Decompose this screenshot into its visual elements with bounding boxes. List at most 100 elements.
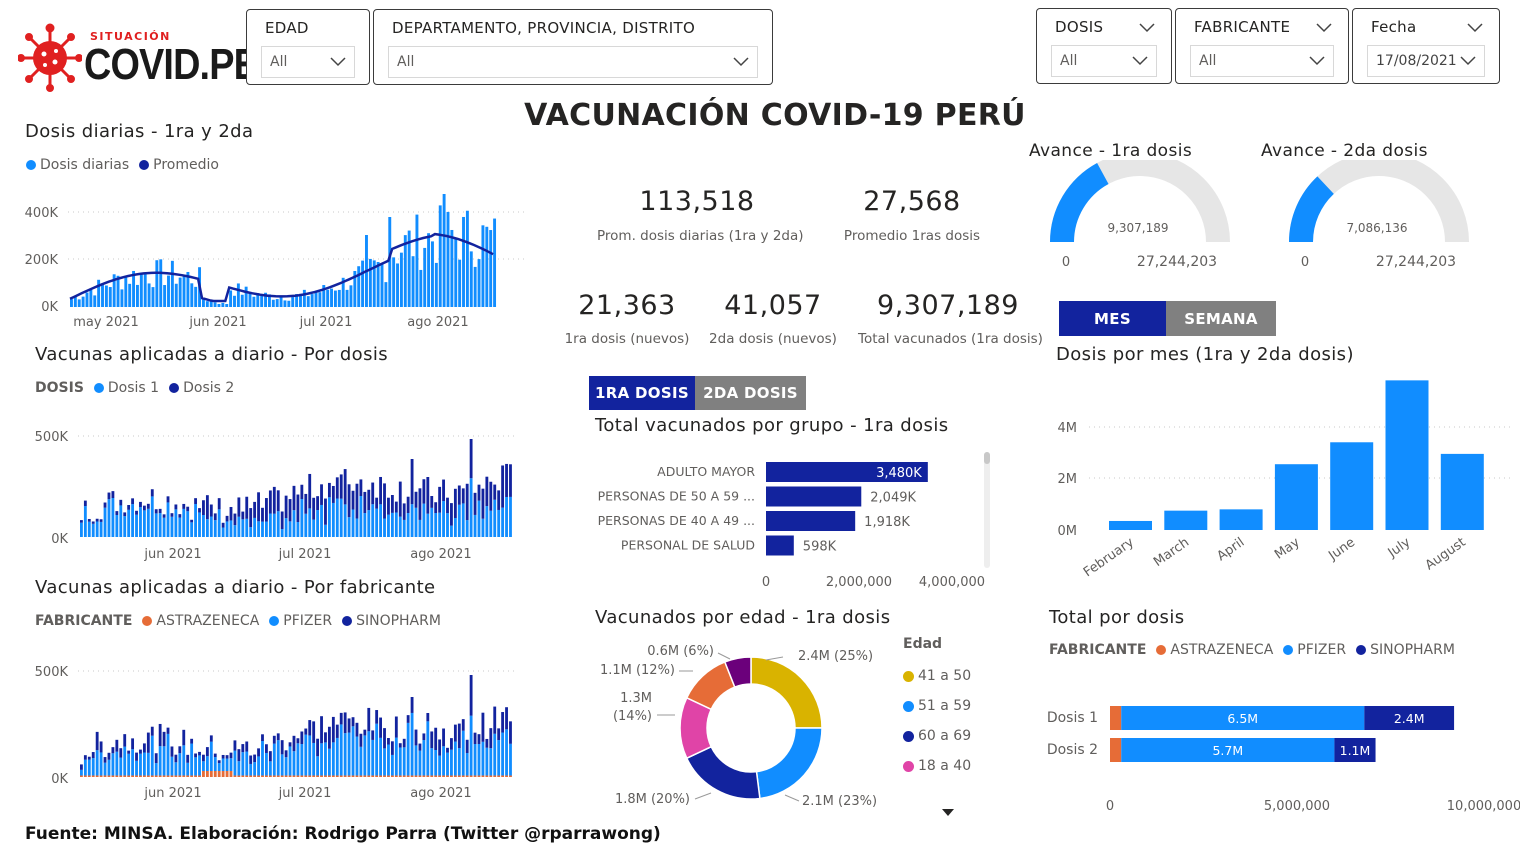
- fabricante-dropdown[interactable]: All: [1190, 45, 1334, 77]
- dosis-segment-label: 6.5M: [1227, 711, 1258, 726]
- dosis2-bar: [477, 484, 481, 501]
- astrazeneca-bar: [461, 775, 465, 777]
- chevron-down-icon[interactable]: [1316, 23, 1332, 33]
- legend-scroll-down-icon[interactable]: [941, 808, 955, 817]
- donut-label: 1.1M (12%): [600, 663, 675, 678]
- sinopharm-bar: [233, 740, 237, 751]
- chevron-down-icon: [733, 57, 749, 67]
- daily-bar: [431, 241, 434, 307]
- dosis1-bar: [194, 503, 197, 537]
- astrazeneca-bar: [450, 775, 453, 777]
- dosis1-bar: [261, 521, 264, 537]
- sinopharm-bar: [485, 738, 489, 748]
- astrazeneca-bar: [390, 775, 394, 777]
- astrazeneca-bar: [111, 775, 115, 777]
- astrazeneca-bar: [308, 775, 312, 777]
- dosis-stack-segment: [1110, 706, 1122, 730]
- fecha-slicer[interactable]: Fecha 17/08/2021: [1352, 8, 1500, 84]
- legend-row: 51 a 59: [903, 691, 971, 721]
- gauge-value: 7,086,136: [1346, 221, 1407, 235]
- month-bar: [1109, 520, 1152, 530]
- daily-bar: [77, 299, 81, 307]
- tab-2da-dosis[interactable]: 2DA DOSIS: [695, 376, 806, 410]
- astrazeneca-bar: [166, 775, 170, 777]
- daily-bar: [318, 292, 322, 307]
- daily-bar: [407, 230, 411, 307]
- grupo-title: Total vacunados por grupo - 1ra dosis: [595, 415, 949, 436]
- chevron-down-icon[interactable]: [1139, 23, 1155, 33]
- daily-bar: [167, 275, 170, 307]
- grupo-bar: [766, 511, 856, 531]
- chevron-down-icon[interactable]: [1467, 23, 1483, 33]
- ubicacion-slicer[interactable]: DEPARTAMENTO, PROVINCIA, DISTRITO All: [373, 9, 773, 85]
- pfizer-bar: [91, 758, 95, 776]
- daily-bar: [252, 296, 256, 307]
- dosis2-bar: [284, 495, 288, 519]
- scrollbar-thumb[interactable]: [984, 452, 990, 464]
- tab-mes[interactable]: MES: [1059, 301, 1166, 336]
- y-tick: 400K: [25, 206, 59, 221]
- dosis1-bar: [202, 515, 205, 537]
- pfizer-bar: [229, 758, 233, 771]
- daily-bar: [147, 283, 151, 307]
- pfizer-bar: [497, 740, 501, 776]
- edad-dropdown[interactable]: All: [261, 46, 355, 78]
- sinopharm-bar: [473, 732, 477, 745]
- daily-bar: [454, 237, 458, 307]
- astrazeneca-bar: [284, 775, 288, 777]
- pfizer-bar: [135, 760, 138, 776]
- sinopharm-bar: [430, 731, 434, 749]
- dosis1-bar: [296, 522, 300, 537]
- fabricante-slicer[interactable]: FABRICANTE All: [1175, 8, 1349, 84]
- dosis1-bar: [186, 511, 190, 537]
- tab-semana[interactable]: SEMANA: [1166, 301, 1276, 336]
- legend-dot: [93, 383, 104, 393]
- sinopharm-bar: [268, 751, 272, 762]
- dosis-dropdown[interactable]: All: [1051, 45, 1157, 77]
- pfizer-bar: [131, 749, 135, 776]
- chevron-down-icon: [330, 57, 346, 67]
- legend-item: Dosis diarias: [40, 157, 130, 173]
- legend-title: Edad: [903, 636, 943, 652]
- astrazeneca-bar: [198, 775, 201, 777]
- dosis-slicer[interactable]: DOSIS All: [1036, 8, 1172, 84]
- daily-bar: [194, 286, 198, 307]
- astrazeneca-bar: [485, 775, 489, 777]
- daily-chart: 400K 200K 0K may 2021 jun 2021 jul 2021 …: [25, 194, 525, 330]
- dosis2-bar: [493, 484, 497, 500]
- pfizer-bar: [390, 754, 394, 776]
- daily-bar: [233, 295, 236, 307]
- astrazeneca-bar: [186, 775, 190, 777]
- donut-slice: [755, 727, 823, 800]
- ubicacion-dropdown[interactable]: All: [388, 46, 758, 78]
- grupo-category-label: PERSONAS DE 50 A 59 ...: [598, 489, 755, 504]
- pfizer-bar: [304, 734, 308, 776]
- dosis1-bar: [174, 509, 178, 537]
- fecha-dropdown[interactable]: 17/08/2021: [1367, 45, 1485, 77]
- astrazeneca-bar: [379, 775, 382, 777]
- legend-row: 60 a 69: [903, 721, 971, 751]
- pfizer-bar: [327, 748, 331, 776]
- pfizer-bar: [481, 741, 485, 776]
- daily-bar: [322, 285, 326, 307]
- average-line: [69, 232, 494, 303]
- legend-item: SINOPHARM: [356, 613, 441, 629]
- dosis-row-label: Dosis 1: [1047, 710, 1098, 726]
- dosis1-bar: [316, 510, 320, 537]
- dosis1-bar: [209, 516, 213, 537]
- dosis-segment-label: 5.7M: [1212, 743, 1243, 758]
- tab-1ra-dosis[interactable]: 1RA DOSIS: [589, 376, 695, 410]
- pfizer-bar: [406, 722, 410, 776]
- edad-slicer[interactable]: EDAD All: [246, 9, 370, 85]
- legend-dot: [1156, 645, 1167, 655]
- astrazeneca-bar: [469, 775, 473, 777]
- donut-slices: [679, 656, 823, 800]
- scrollbar[interactable]: [984, 452, 990, 568]
- pfizer-bar: [450, 749, 453, 776]
- astrazeneca-bar: [237, 775, 241, 777]
- dosis2-bar: [465, 483, 469, 521]
- pfizer-bar: [150, 735, 154, 776]
- daily-bar: [384, 282, 388, 307]
- pfizer-bar: [217, 763, 221, 771]
- astrazeneca-bar: [154, 775, 158, 777]
